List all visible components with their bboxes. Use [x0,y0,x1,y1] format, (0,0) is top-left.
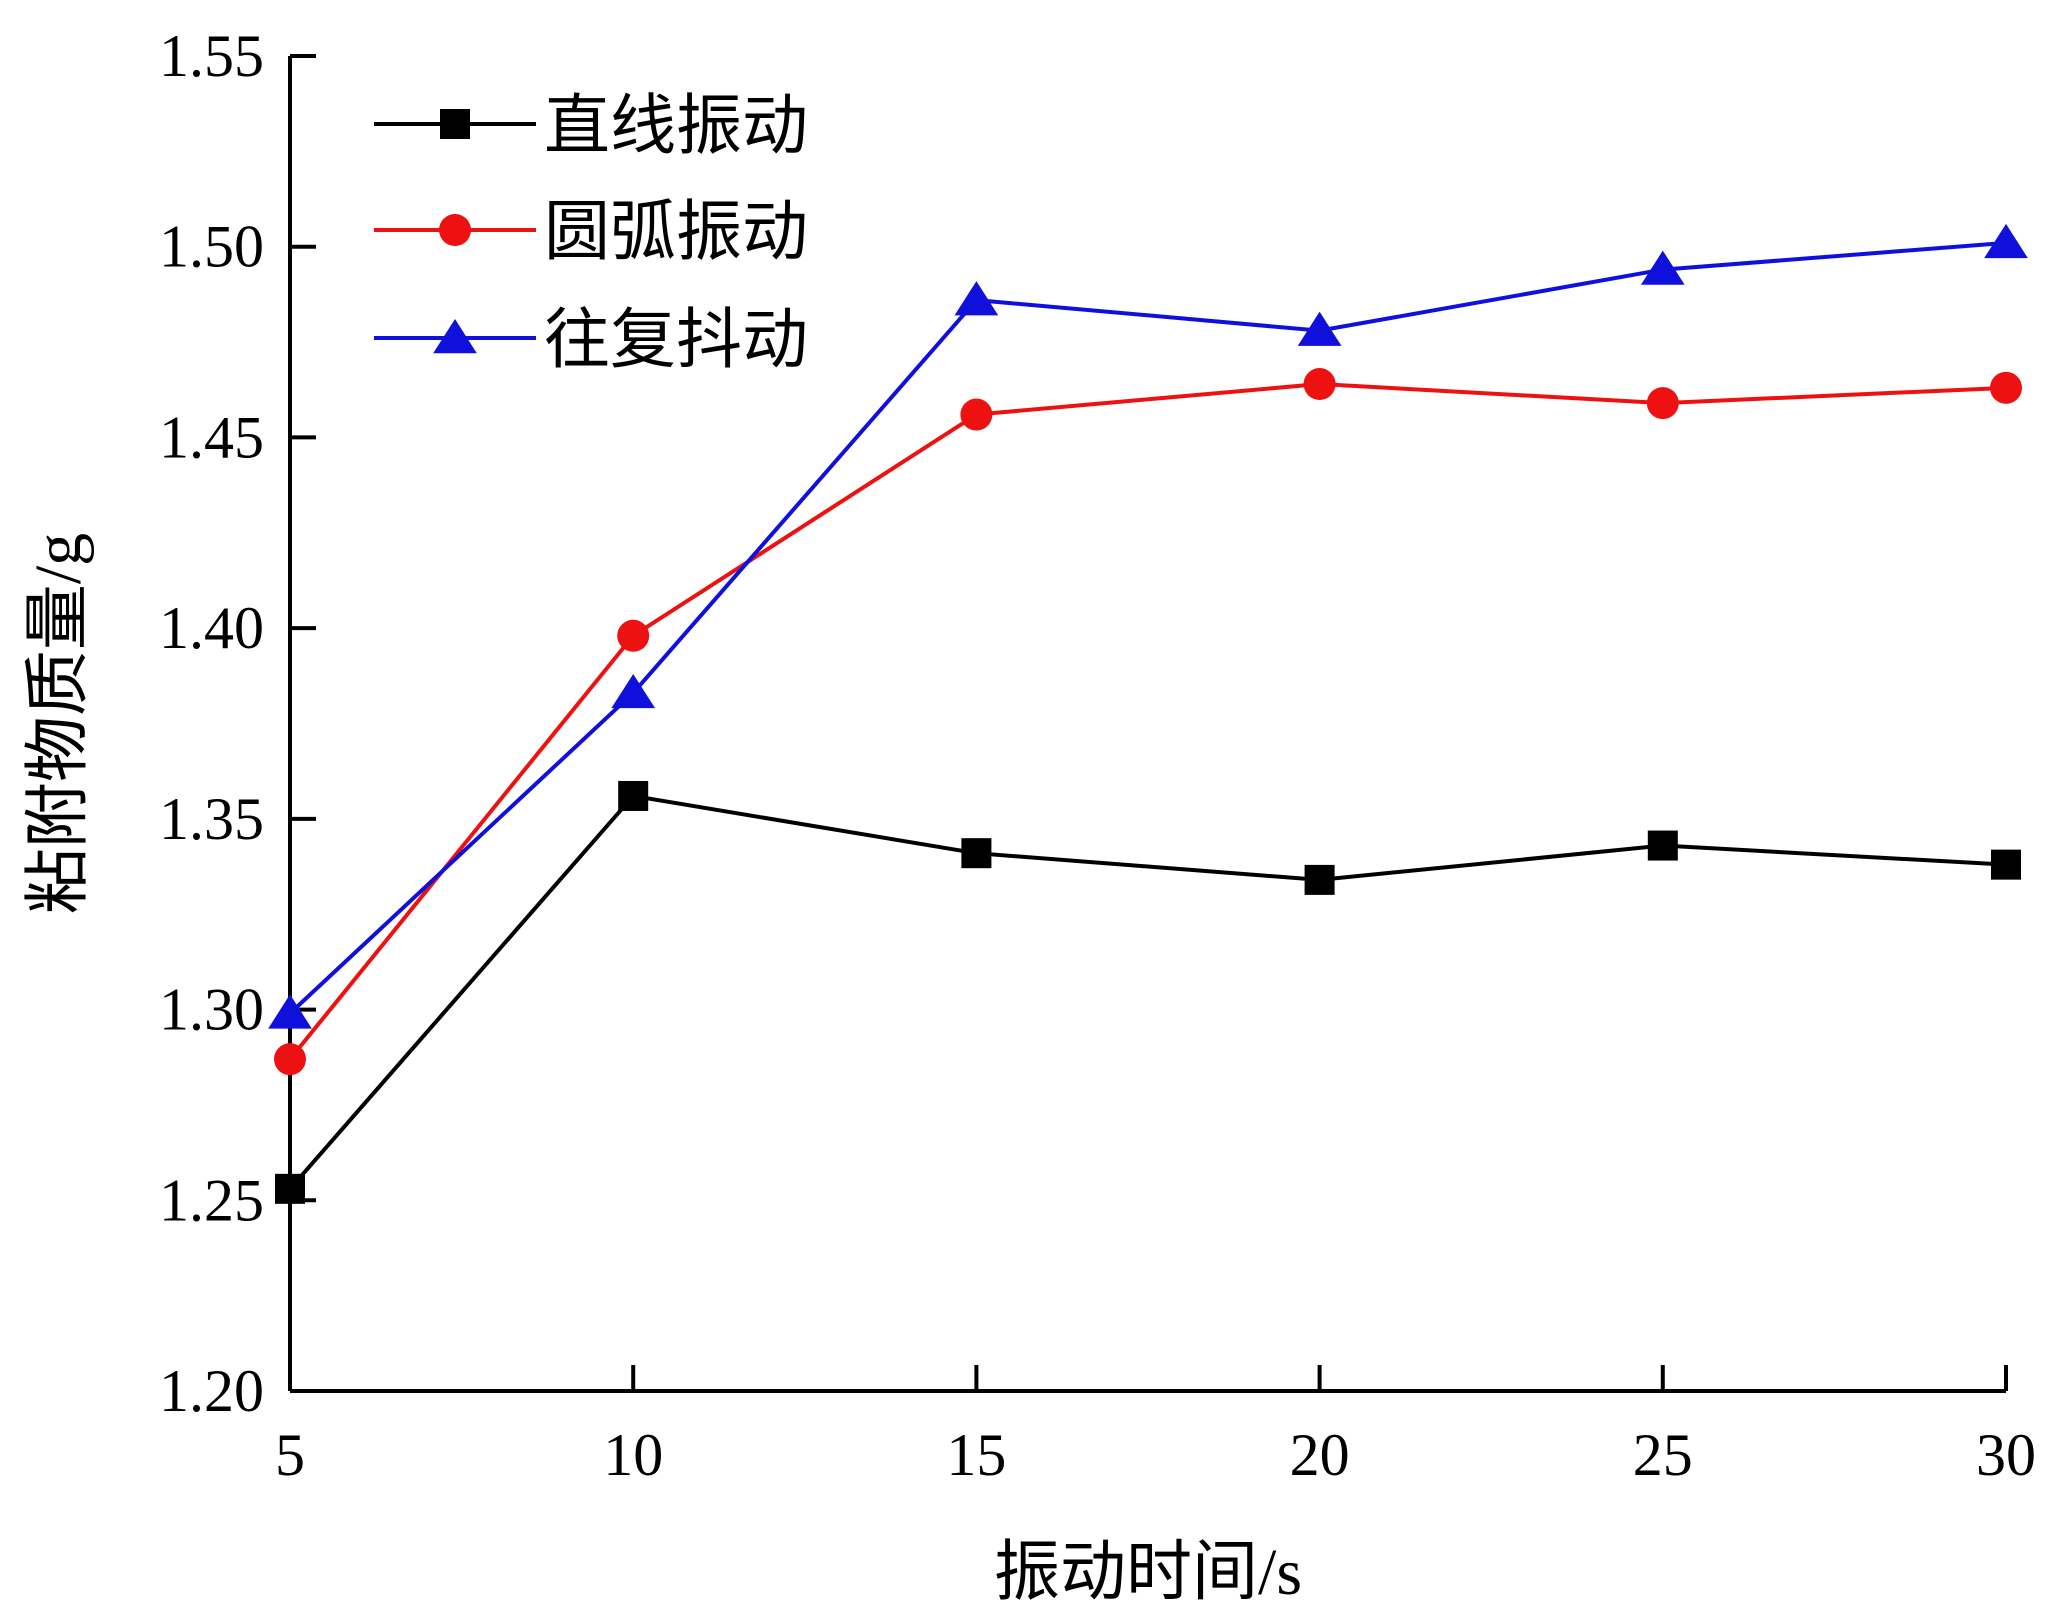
legend-label: 圆弧振动 [544,193,808,270]
legend-label: 往复抖动 [544,301,808,378]
data-point [617,619,650,652]
x-tick-label: 15 [946,1422,1006,1488]
data-point [960,398,993,431]
series-line [288,382,2007,1061]
series-1 [275,780,2021,1204]
legend-marker [433,319,477,354]
data-point [274,1043,306,1076]
legend-label: 直线振动 [544,87,808,164]
data-point [1304,864,1335,895]
data-point [1647,830,1678,861]
data-point [618,780,649,811]
legend-item: 直线振动 [374,87,808,164]
x-ticks: 5 10 15 20 25 30 [275,1365,2036,1488]
legend-item: 圆弧振动 [374,193,808,270]
y-axis-label: 粘附物质量/g [22,533,95,914]
y-tick-label: 1.50 [159,214,264,280]
data-point [275,1173,305,1204]
y-ticks: 1.20 1.25 1.30 1.35 1.40 1.45 1.50 1.55 [159,23,316,1424]
legend-marker [439,214,471,246]
axes [288,56,2006,1393]
y-tick-label: 1.25 [159,1167,264,1233]
data-point [1984,223,2028,259]
x-tick-label: 5 [275,1422,305,1488]
y-tick-label: 1.20 [159,1358,264,1424]
y-tick-label: 1.40 [159,595,264,661]
legend-item: 往复抖动 [374,301,808,378]
data-point [1303,368,1336,401]
x-tick-label: 20 [1290,1422,1350,1488]
y-tick-label: 1.55 [159,23,264,89]
x-tick-label: 30 [1976,1422,2036,1488]
data-point [268,994,312,1029]
y-tick-label: 1.30 [159,977,264,1043]
x-tick-label: 10 [603,1422,663,1488]
series-line [288,240,2007,1015]
data-point [954,281,999,316]
series-3 [268,223,2028,1029]
data-point [1990,371,2022,404]
legend-marker [440,109,470,139]
data-point [611,673,656,709]
data-point [1297,311,1342,346]
series-line [288,793,2007,1191]
data-point [1640,250,1685,285]
data-point [1646,387,1679,420]
y-tick-label: 1.45 [159,404,264,470]
x-tick-label: 25 [1633,1422,1693,1488]
data-point [961,838,992,869]
x-axis-label: 振动时间/s [994,1536,1302,1609]
series-2 [274,368,2022,1076]
data-point [1991,849,2021,880]
series-layer [268,223,2028,1204]
y-tick-label: 1.35 [159,786,264,852]
